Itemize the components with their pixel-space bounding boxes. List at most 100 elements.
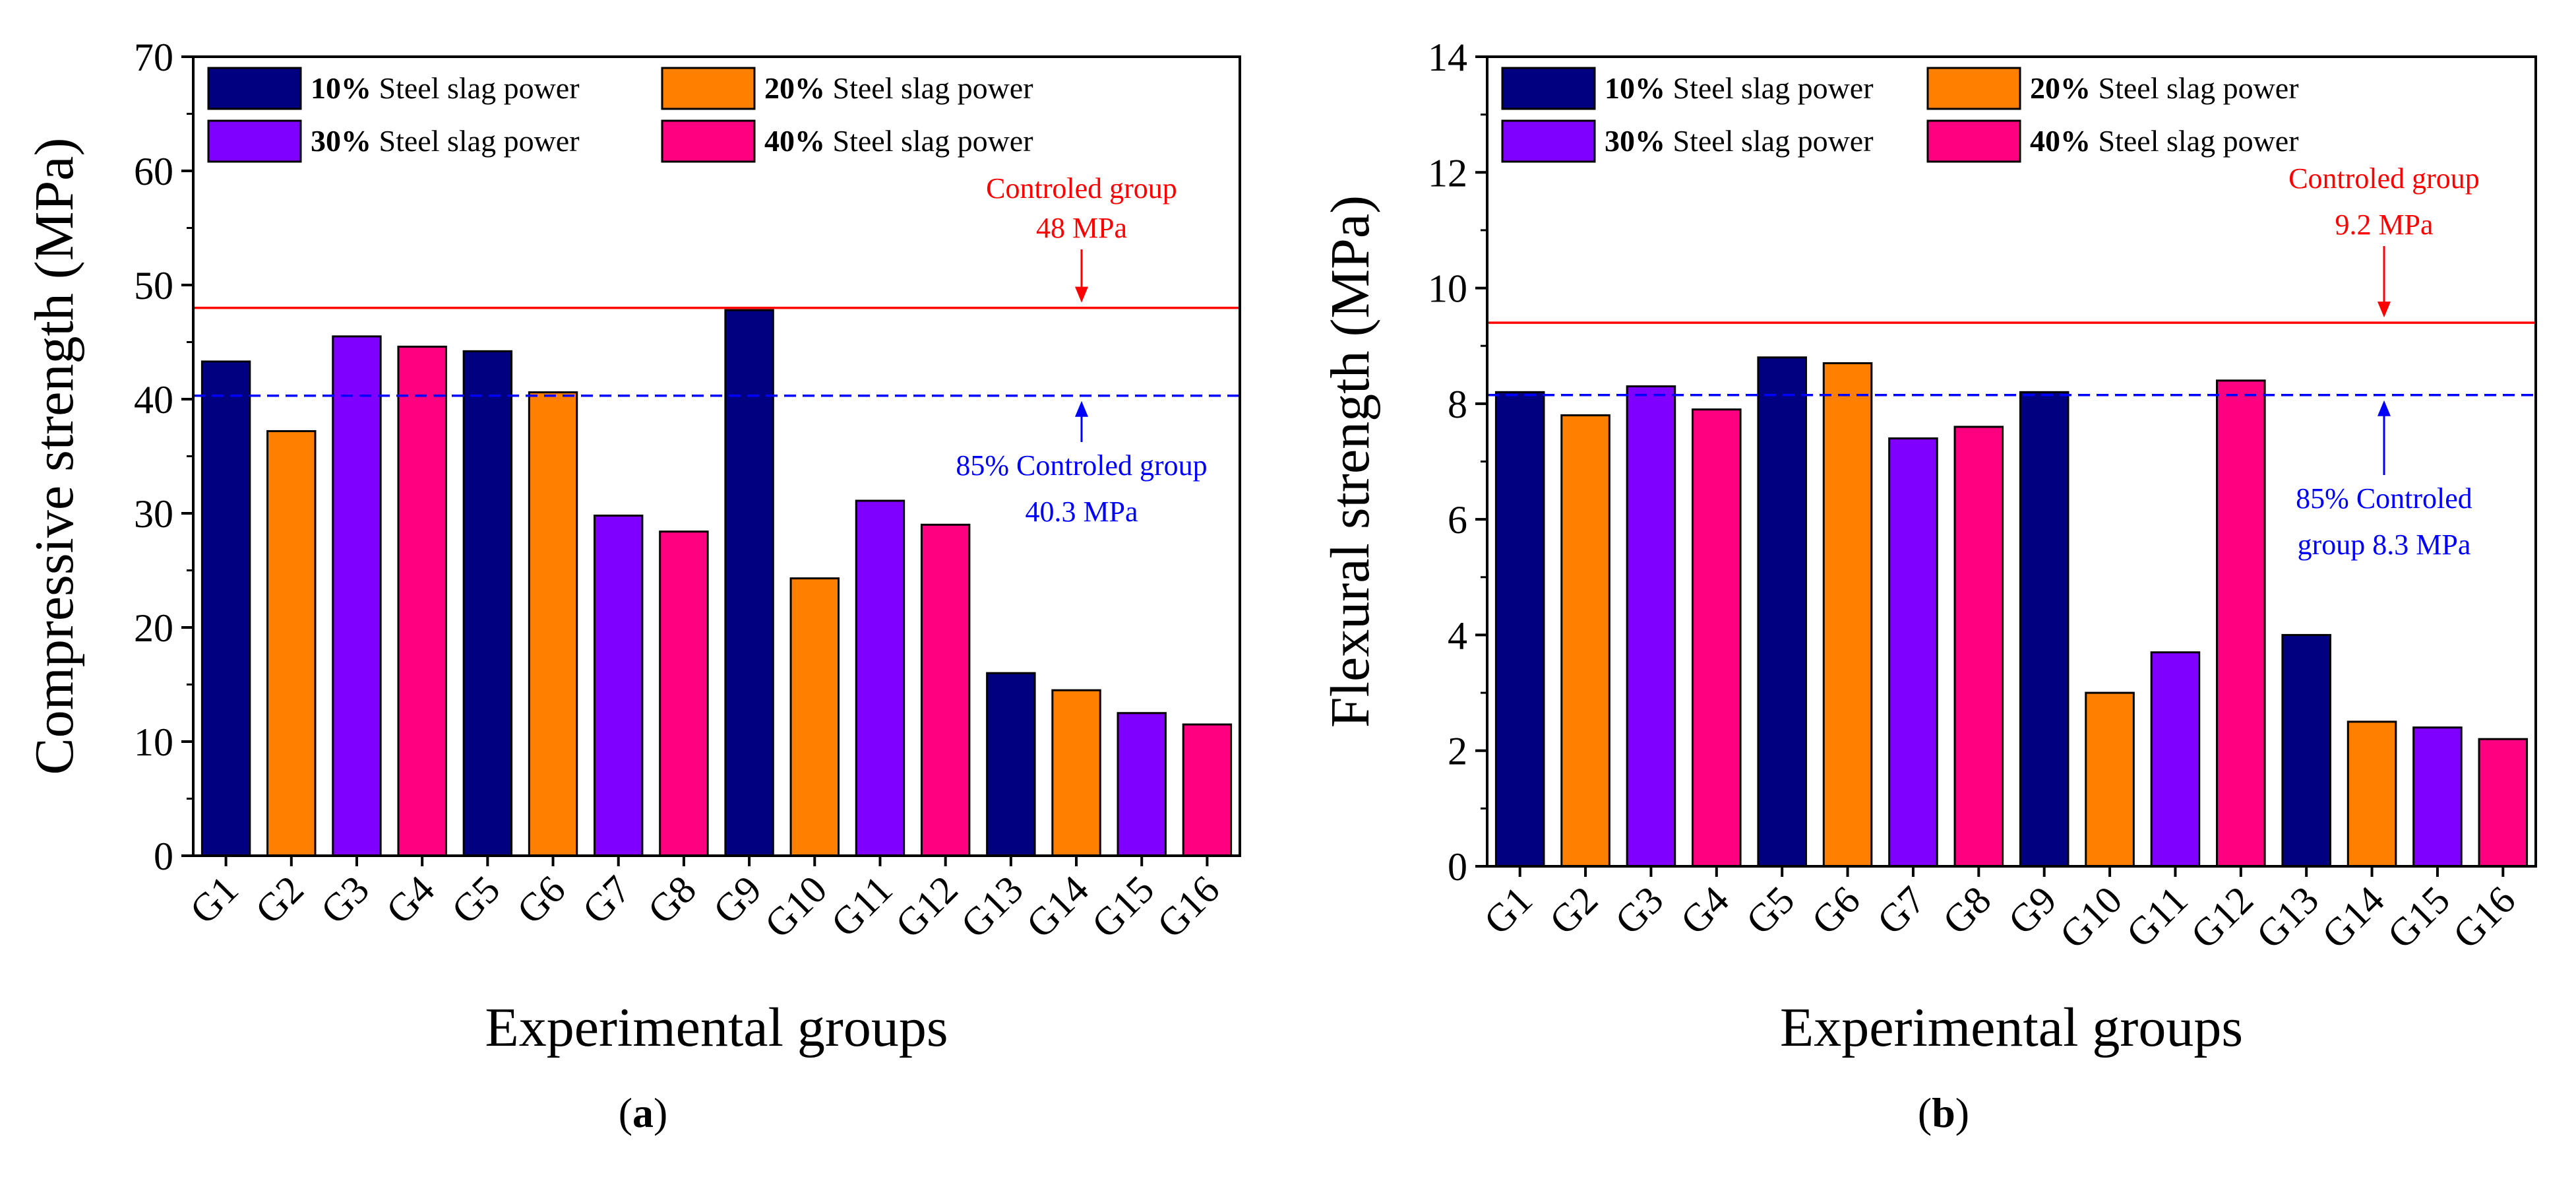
bar-G15	[2412, 726, 2463, 868]
legend-swatch-30	[1501, 119, 1596, 163]
bar-G15	[1117, 712, 1167, 857]
x-tick-label-G13: G13	[2248, 878, 2327, 957]
bar-G2	[266, 430, 317, 857]
legend-swatch-10	[1501, 67, 1596, 110]
legend-desc: Steel slag power	[825, 124, 1033, 158]
x-tick-label-G6: G6	[508, 868, 574, 933]
x-tick-label-G14: G14	[1018, 868, 1097, 947]
y-tick-label: 6	[1448, 498, 1467, 542]
x-tick-label-G7: G7	[1869, 878, 1934, 943]
panel-label: (a)	[619, 1089, 668, 1136]
x-tick-label-G8: G8	[640, 868, 705, 933]
x-tick-label-G16: G16	[2445, 878, 2524, 957]
bar-G7	[594, 514, 644, 857]
bar-G11	[2150, 651, 2201, 868]
legend-desc: Steel slag power	[1665, 71, 1874, 105]
x-tick-label-G10: G10	[756, 868, 836, 947]
x-tick-label-G5: G5	[443, 868, 508, 933]
legend-label-10: 10% Steel slag power	[311, 71, 580, 105]
annotation-line-1: 85% Controled group	[956, 449, 1207, 482]
x-tick-label-G6: G6	[1803, 878, 1868, 943]
bar-G2	[1560, 414, 1610, 868]
legend-desc: Steel slag power	[371, 124, 580, 158]
bar-G13	[2281, 633, 2331, 868]
bar-G1	[1494, 391, 1545, 868]
annotation-arrow-head	[1075, 400, 1088, 417]
bar-G3	[1626, 385, 1676, 868]
legend-desc: Steel slag power	[825, 71, 1033, 105]
legend-percent: 20%	[764, 71, 825, 105]
legend-percent: 10%	[311, 71, 371, 105]
bar-G7	[1888, 437, 1938, 868]
x-tick-label-G1: G1	[181, 868, 247, 933]
x-tick-label-G1: G1	[1475, 878, 1541, 943]
x-tick-label-G7: G7	[574, 868, 639, 933]
bar-G5	[462, 350, 513, 857]
annotation-line-2: 40.3 MPa	[1025, 495, 1138, 528]
legend-label-40: 40% Steel slag power	[2030, 124, 2299, 158]
legend-label-20: 20% Steel slag power	[2030, 71, 2299, 105]
legend-label-40: 40% Steel slag power	[764, 124, 1033, 158]
x-axis-title: Experimental groups	[1780, 997, 2243, 1058]
bar-G12	[2216, 379, 2266, 868]
bar-G12	[920, 523, 971, 857]
legend-swatch-40	[661, 119, 756, 163]
bar-G6	[1822, 362, 1873, 868]
x-tick-label-G16: G16	[1149, 868, 1228, 947]
x-tick-label-G11: G11	[2118, 878, 2195, 956]
percent85-annotation: 85% Controled group 40.3 MPa	[956, 400, 1208, 528]
legend-label-30: 30% Steel slag power	[1605, 124, 1874, 158]
legend-desc: Steel slag power	[2091, 71, 2299, 105]
x-tick-label-G11: G11	[822, 868, 900, 945]
bar-G14	[1051, 689, 1101, 857]
controlled-annotation: Controled group 48 MPa	[986, 172, 1177, 303]
y-tick-label: 70	[134, 36, 173, 79]
y-tick-label: 60	[134, 150, 173, 193]
x-tick-label-G4: G4	[1672, 878, 1737, 943]
annotation-line-2: group 8.3 MPa	[2298, 528, 2471, 561]
y-tick-label: 50	[134, 264, 173, 307]
x-axis-title: Experimental groups	[485, 997, 948, 1058]
bar-G13	[986, 672, 1036, 857]
annotation-line-1: 85% Controled	[2296, 482, 2472, 515]
annotation-line-2: 48 MPa	[1036, 212, 1127, 244]
x-tick-label-G2: G2	[1541, 878, 1607, 943]
legend-percent: 20%	[2030, 71, 2091, 105]
annotation-line-1: Controled group	[2288, 162, 2480, 195]
bar-G6	[528, 391, 578, 857]
y-axis-title: Flexural strength (MPa)	[1320, 195, 1381, 728]
bar-G4	[1692, 408, 1742, 868]
y-tick-label: 8	[1448, 383, 1467, 426]
legend-percent: 30%	[311, 124, 371, 158]
bar-G10	[2085, 691, 2135, 868]
bar-G3	[332, 335, 382, 857]
bar-G8	[1953, 426, 2004, 868]
x-tick-label-G2: G2	[247, 868, 312, 933]
legend: 10% Steel slag power 20% Steel slag power…	[1501, 67, 2299, 163]
legend-swatch-20	[1926, 67, 2021, 110]
legend-label-30: 30% Steel slag power	[311, 124, 580, 158]
legend-desc: Steel slag power	[371, 71, 580, 105]
bar-G5	[1757, 356, 1807, 868]
bar-G9	[724, 309, 774, 857]
x-tick-label-G15: G15	[2379, 878, 2458, 957]
percent85-annotation: 85% Controled group 8.3 MPa	[2296, 400, 2472, 561]
bar-G1	[200, 360, 251, 857]
x-tick-label-G3: G3	[1607, 878, 1672, 943]
y-tick-label: 4	[1448, 614, 1467, 657]
annotation-line-2: 9.2 MPa	[2335, 208, 2433, 241]
y-tick-label: 40	[134, 378, 173, 422]
legend-percent: 10%	[1605, 71, 1665, 105]
bar-G4	[397, 345, 447, 857]
x-tick-label-G12: G12	[887, 868, 966, 947]
bar-G14	[2346, 720, 2397, 868]
x-tick-label-G9: G9	[705, 868, 770, 933]
annotation-arrow-head	[2377, 302, 2391, 318]
bar-G16	[2478, 738, 2529, 868]
bar-G9	[2019, 391, 2070, 868]
y-tick-label: 10	[134, 720, 173, 764]
y-tick-label: 2	[1448, 730, 1467, 773]
x-tick-label-G14: G14	[2314, 878, 2393, 957]
